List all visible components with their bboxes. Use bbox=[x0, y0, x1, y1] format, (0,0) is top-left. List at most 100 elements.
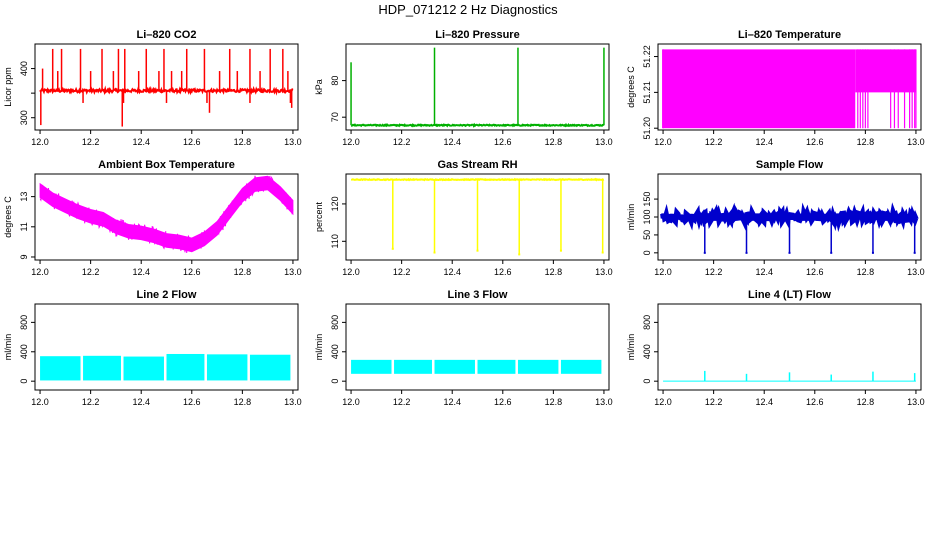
dip-point bbox=[433, 251, 436, 254]
y-tick-label: 400 bbox=[19, 344, 29, 359]
panel-title: Li–820 Temperature bbox=[738, 29, 841, 41]
y-tick-label: 110 bbox=[330, 234, 340, 248]
y-tick-label: 800 bbox=[642, 315, 652, 330]
series-line bbox=[350, 122, 605, 128]
x-tick-label: 12.2 bbox=[393, 267, 411, 277]
y-axis-label: degrees C bbox=[3, 196, 13, 238]
temperature-band bbox=[663, 49, 856, 129]
x-tick-label: 12.0 bbox=[654, 267, 672, 277]
dip-point bbox=[913, 251, 916, 254]
x-tick-label: 12.6 bbox=[183, 137, 201, 147]
x-tick-label: 13.0 bbox=[284, 397, 302, 407]
x-tick-label: 12.4 bbox=[443, 267, 461, 277]
x-tick-label: 12.2 bbox=[393, 397, 411, 407]
panel-title: Ambient Box Temperature bbox=[98, 159, 235, 171]
x-tick-label: 12.6 bbox=[494, 137, 512, 147]
panel-4: Ambient Box Temperature degrees C 12.0 12.2… bbox=[3, 159, 302, 277]
flow-segment bbox=[517, 359, 559, 374]
panel-title: Line 2 Flow bbox=[137, 289, 197, 301]
x-tick-label: 13.0 bbox=[907, 267, 925, 277]
y-tick-label: 100 bbox=[642, 209, 652, 224]
plot-frame bbox=[34, 303, 299, 391]
x-tick-label: 12.4 bbox=[443, 397, 461, 407]
y-axis-label: Licor ppm bbox=[3, 67, 13, 107]
x-tick-label: 13.0 bbox=[595, 137, 613, 147]
flow-segment bbox=[351, 359, 392, 374]
flow-segment bbox=[249, 354, 291, 381]
x-tick-label: 12.4 bbox=[755, 267, 773, 277]
x-tick-label: 12.0 bbox=[654, 137, 672, 147]
temperature-band-upper bbox=[855, 49, 916, 93]
x-tick-label: 12.8 bbox=[857, 397, 875, 407]
x-tick-label: 12.2 bbox=[705, 267, 723, 277]
flow-segment bbox=[166, 353, 205, 381]
panel-6: Sample Flow ml/min 12.0 12.2 12.4 12.6 12.8 13.… bbox=[626, 159, 925, 277]
plot-area bbox=[662, 49, 917, 129]
dip-point bbox=[518, 253, 521, 256]
flow-segment bbox=[206, 354, 248, 381]
x-tick-label: 12.6 bbox=[806, 267, 824, 277]
y-axis-label: ml/min bbox=[3, 334, 13, 361]
y-tick-label: 11 bbox=[19, 222, 29, 231]
panel-title: Li–820 Pressure bbox=[435, 29, 519, 41]
panel-8: Line 3 Flow ml/min 12.0 12.2 12.4 12.6 12.8 13.… bbox=[314, 289, 613, 407]
flow-segment bbox=[560, 359, 602, 374]
plot-frame bbox=[345, 173, 610, 261]
x-tick-label: 12.6 bbox=[494, 267, 512, 277]
flow-segment bbox=[83, 355, 121, 381]
dip-point bbox=[830, 251, 833, 254]
plot-frame bbox=[34, 173, 299, 261]
x-tick-label: 13.0 bbox=[907, 137, 925, 147]
plot-frame bbox=[345, 43, 610, 131]
x-tick-label: 12.4 bbox=[132, 137, 150, 147]
x-tick-label: 13.0 bbox=[284, 267, 302, 277]
x-tick-label: 12.0 bbox=[654, 397, 672, 407]
panel-5: Gas Stream RH percent 12.0 12.2 12.4 12.6 12.8… bbox=[314, 159, 613, 277]
x-tick-label: 13.0 bbox=[595, 397, 613, 407]
dip-point bbox=[745, 251, 748, 254]
x-tick-label: 12.6 bbox=[183, 267, 201, 277]
x-tick-label: 12.8 bbox=[545, 267, 563, 277]
y-tick-label: 400 bbox=[19, 61, 29, 76]
panel-title: Gas Stream RH bbox=[437, 159, 517, 171]
panel-7: Line 2 Flow ml/min 12.0 12.2 12.4 12.6 12.8 13.… bbox=[3, 289, 302, 407]
y-tick-label: 400 bbox=[330, 344, 340, 359]
y-tick-label: 13 bbox=[19, 192, 29, 202]
series-line bbox=[39, 85, 294, 96]
panel-title: Line 4 (LT) Flow bbox=[748, 289, 831, 301]
y-tick-label: 800 bbox=[330, 315, 340, 330]
y-axis-label: degrees C bbox=[626, 66, 636, 108]
panel-9: Line 4 (LT) Flow ml/min 12.0 12.2 12.4 12.6 12… bbox=[626, 289, 925, 407]
x-tick-label: 13.0 bbox=[907, 397, 925, 407]
panel-title: Sample Flow bbox=[756, 159, 824, 171]
flow-segment bbox=[40, 356, 81, 381]
x-tick-label: 12.2 bbox=[82, 397, 100, 407]
x-tick-label: 12.4 bbox=[755, 397, 773, 407]
x-tick-label: 12.2 bbox=[705, 137, 723, 147]
x-tick-label: 12.2 bbox=[82, 137, 100, 147]
x-tick-label: 12.6 bbox=[806, 137, 824, 147]
y-tick-label: 80 bbox=[330, 76, 340, 86]
x-tick-label: 12.4 bbox=[132, 397, 150, 407]
x-tick-label: 12.2 bbox=[82, 267, 100, 277]
x-tick-label: 12.8 bbox=[234, 267, 252, 277]
x-tick-label: 12.0 bbox=[31, 137, 49, 147]
x-tick-label: 12.4 bbox=[443, 137, 461, 147]
y-tick-label: 0 bbox=[642, 379, 652, 384]
y-tick-label: 0 bbox=[19, 379, 29, 384]
x-tick-label: 12.6 bbox=[806, 397, 824, 407]
dip-point bbox=[391, 247, 394, 250]
dip-point bbox=[559, 249, 562, 252]
plot-frame bbox=[657, 303, 922, 391]
x-tick-label: 12.8 bbox=[545, 137, 563, 147]
x-tick-label: 12.4 bbox=[755, 137, 773, 147]
dip-point bbox=[788, 251, 791, 254]
y-tick-label: 51.20 bbox=[642, 117, 652, 140]
x-tick-label: 12.8 bbox=[545, 397, 563, 407]
plot-frame bbox=[345, 303, 610, 391]
y-tick-label: 0 bbox=[642, 250, 652, 255]
x-tick-label: 12.8 bbox=[857, 137, 875, 147]
y-tick-label: 50 bbox=[642, 230, 652, 240]
